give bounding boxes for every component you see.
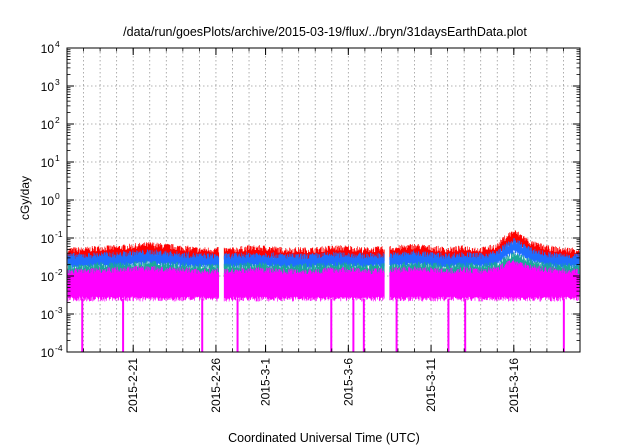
series-trace	[67, 259, 580, 302]
y-axis-label: cGy/day	[18, 176, 32, 220]
x-tick-label: 2015-2-26	[209, 358, 223, 413]
series-trace	[67, 238, 580, 271]
x-tick-label: 2015-3-16	[507, 358, 521, 413]
x-axis-label: Coordinated Universal Time (UTC)	[228, 431, 420, 445]
y-tick-label: 10	[41, 118, 55, 132]
y-tick-label-exponent: -4	[55, 343, 63, 353]
chart-title: /data/run/goesPlots/archive/2015-03-19/f…	[123, 25, 527, 39]
y-tick-label: 10	[41, 194, 55, 208]
y-tick-label-exponent: 0	[55, 191, 60, 201]
y-tick-label-exponent: 1	[55, 153, 60, 163]
y-tick-label: 10	[41, 80, 55, 94]
y-tick-label: 10	[41, 232, 55, 246]
y-tick-label: 10	[41, 156, 55, 170]
y-tick-label-exponent: -1	[55, 229, 63, 239]
plot-area	[67, 230, 580, 352]
x-axis: 2015-2-21 2015-2-26 2015-3-1 2015-3-6 2015-3…	[83, 48, 564, 413]
x-tick-label: 2015-3-1	[259, 358, 273, 406]
x-tick-label: 2015-3-6	[341, 358, 355, 406]
y-tick-label-exponent: 4	[55, 39, 60, 49]
y-tick-label-exponent: -3	[55, 305, 63, 315]
y-tick-label-exponent: -2	[55, 267, 63, 277]
y-tick-label-exponent: 2	[55, 115, 60, 125]
y-tick-label: 10	[41, 346, 55, 360]
y-tick-label-exponent: 3	[55, 77, 60, 87]
y-tick-label: 10	[41, 308, 55, 322]
grid	[67, 48, 580, 352]
x-tick-label: 2015-3-11	[424, 358, 438, 412]
y-tick-label: 10	[41, 42, 55, 56]
x-tick-label: 2015-2-21	[126, 358, 140, 413]
y-tick-label: 10	[41, 270, 55, 284]
